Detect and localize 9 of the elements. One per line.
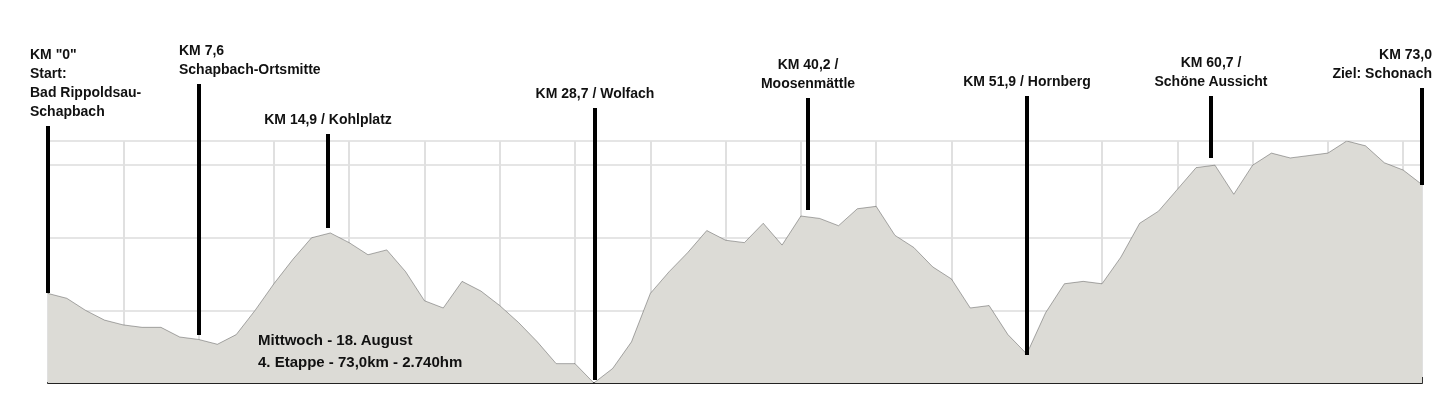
text: KM 60,7 / Schöne Aussicht: [1154, 53, 1268, 89]
text: KM 14,9 / Kohlplatz: [264, 110, 392, 127]
text: KM 73,0 Ziel: Schonach: [1332, 45, 1433, 81]
text: KM 7,6 Schapbach-Ortsmitte: [179, 41, 321, 77]
annotation: Mittwoch - 18. August 4. Etappe - 73,0km - 2.740hm: [258, 330, 463, 370]
text: KM 51,9 / Hornberg: [963, 72, 1091, 89]
text: KM "0" Start: Bad Rippoldsau- Schapbach: [30, 45, 142, 119]
text: KM 40,2 / Moosenmättle: [760, 55, 856, 91]
text: KM 28,7 / Wolfach: [535, 84, 655, 101]
